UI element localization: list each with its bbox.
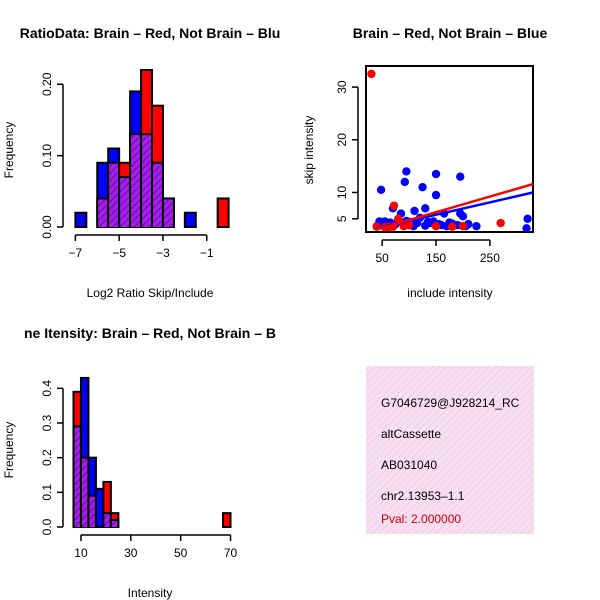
intensity-bars: [72, 376, 232, 529]
intensity-ylabel: Frequency: [2, 422, 16, 479]
scatter-point-notbrain: [376, 185, 386, 195]
ratio-x-tick-label: −1: [200, 246, 214, 260]
info-probe-id: G7046729@J928214_RC: [381, 396, 520, 410]
intensity-bar-overlap: [81, 458, 88, 527]
scatter-point-brain: [431, 222, 441, 231]
scatter-y-tick-label: 10: [335, 185, 349, 199]
scatter-point-notbrain: [421, 221, 430, 230]
intensity-scatter: Brain – Red, Not Brain – Blue 50 150 250 5 1…: [302, 25, 547, 300]
scatter-point-notbrain: [410, 206, 419, 216]
ratio-bar-brain: [216, 197, 230, 228]
scatter-x-tick-label: 250: [480, 251, 500, 265]
info-location: chr2.13953–1.1: [381, 489, 465, 503]
ratio-bar-overlap: [109, 163, 119, 227]
scatter-point-notbrain: [400, 177, 409, 187]
intensity-bar-overlap: [89, 496, 95, 527]
intensity-x-tick-label: 70: [224, 546, 238, 560]
scatter-y-tick-label: 20: [335, 133, 349, 147]
scatter-plot-area: [367, 69, 533, 232]
intensity-bar-brain: [222, 512, 232, 529]
intensity-bar-overlap: [111, 521, 118, 527]
intensity-title: ne Itensity: Brain – Red, Not Brain – B: [24, 325, 276, 341]
info-accession: AB031040: [381, 458, 437, 472]
intensity-bar-notbrain: [94, 487, 105, 529]
scatter-ylabel: skip intensity: [302, 116, 316, 185]
intensity-y-tick-label: 0.4: [40, 380, 54, 397]
scatter-point-notbrain: [421, 204, 430, 213]
scatter-point-notbrain: [456, 172, 465, 181]
scatter-title: Brain – Red, Not Brain – Blue: [353, 25, 548, 41]
fit-line-brain: [376, 182, 533, 231]
intensity-x-tick-label: 10: [74, 546, 88, 560]
ratio-bar-notbrain: [74, 211, 88, 229]
ratio-bar-overlap: [153, 163, 162, 227]
ratio-xlabel: Log2 Ratio Skip/Include: [87, 286, 214, 300]
scatter-point-brain: [389, 201, 399, 210]
intensity-axes: 10 30 50 70 0.0 0.1 0.2 0.3 0.4: [40, 380, 238, 560]
scatter-point-brain: [447, 222, 457, 231]
intensity-y-tick-label: 0.3: [40, 414, 54, 431]
scatter-point-notbrain: [418, 183, 427, 192]
intensity-histogram: ne Itensity: Brain – Red, Not Brain – B …: [2, 325, 276, 600]
ratio-axes: −7 −5 −3 −1 0.00 0.10 0.20: [40, 72, 214, 260]
intensity-y-tick-label: 0.1: [40, 484, 54, 501]
scatter-x-tick-label: 150: [426, 251, 446, 265]
intensity-y-tick-label: 0.0: [40, 518, 54, 535]
scatter-point-notbrain: [458, 211, 468, 221]
ratio-ylabel: Frequency: [2, 122, 16, 179]
info-background: [366, 366, 534, 534]
info-pval: Pval: 2.000000: [381, 512, 461, 526]
info-panel: G7046729@J928214_RC altCassette AB031040…: [366, 366, 534, 534]
scatter-point-brain: [404, 220, 414, 230]
ratio-bar-overlap: [98, 199, 108, 227]
info-event-type: altCassette: [381, 427, 441, 441]
intensity-xlabel: Intensity: [128, 586, 173, 600]
scatter-point-notbrain: [431, 190, 441, 200]
ratio-bar-notbrain: [183, 211, 197, 229]
ratio-bars: [74, 69, 230, 229]
scatter-marks: [367, 69, 533, 232]
scatter-point-brain: [394, 214, 403, 224]
ratio-bar-overlap: [163, 199, 173, 227]
scatter-axes: 50 150 250 5 10 20 30: [335, 80, 500, 265]
scatter-point-notbrain: [431, 169, 441, 179]
ratio-x-tick-label: −3: [156, 246, 170, 260]
scatter-point-notbrain: [402, 167, 411, 176]
ratio-x-tick-label: −5: [112, 246, 126, 260]
scatter-point-notbrain: [472, 222, 481, 231]
scatter-x-tick-label: 50: [375, 251, 389, 265]
scatter-frame: [365, 65, 534, 233]
scatter-point-notbrain: [523, 214, 532, 224]
ratio-y-tick-label: 0.00: [40, 215, 54, 239]
ratio-bar-overlap: [142, 135, 151, 227]
ratio-title: RatioData: Brain – Red, Not Brain – Blu: [20, 25, 281, 41]
ratio-bar-overlap: [120, 178, 130, 227]
scatter-point-brain: [458, 222, 468, 231]
scatter-xlabel: include intensity: [407, 286, 492, 300]
scatter-y-tick-label: 5: [335, 215, 349, 222]
intensity-x-tick-label: 30: [124, 546, 138, 560]
intensity-bar-overlap: [104, 514, 110, 527]
ratio-y-tick-label: 0.20: [40, 72, 54, 96]
scatter-y-tick-label: 30: [335, 80, 349, 94]
ratio-x-tick-label: −7: [69, 246, 83, 260]
scatter-point-brain: [496, 218, 505, 228]
intensity-bar-overlap: [74, 427, 80, 527]
scatter-point-brain: [367, 69, 376, 79]
ratio-y-tick-label: 0.10: [40, 144, 54, 168]
ratio-bar-overlap: [131, 135, 141, 227]
ratio-histogram: RatioData: Brain – Red, Not Brain – Blu …: [2, 25, 280, 300]
intensity-y-tick-label: 0.2: [40, 449, 54, 466]
intensity-x-tick-label: 50: [174, 546, 188, 560]
scatter-point-notbrain: [522, 224, 531, 232]
